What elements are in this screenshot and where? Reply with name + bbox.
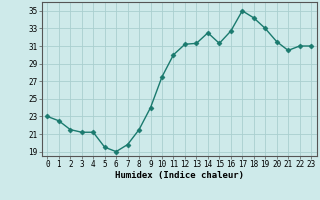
X-axis label: Humidex (Indice chaleur): Humidex (Indice chaleur) [115, 171, 244, 180]
